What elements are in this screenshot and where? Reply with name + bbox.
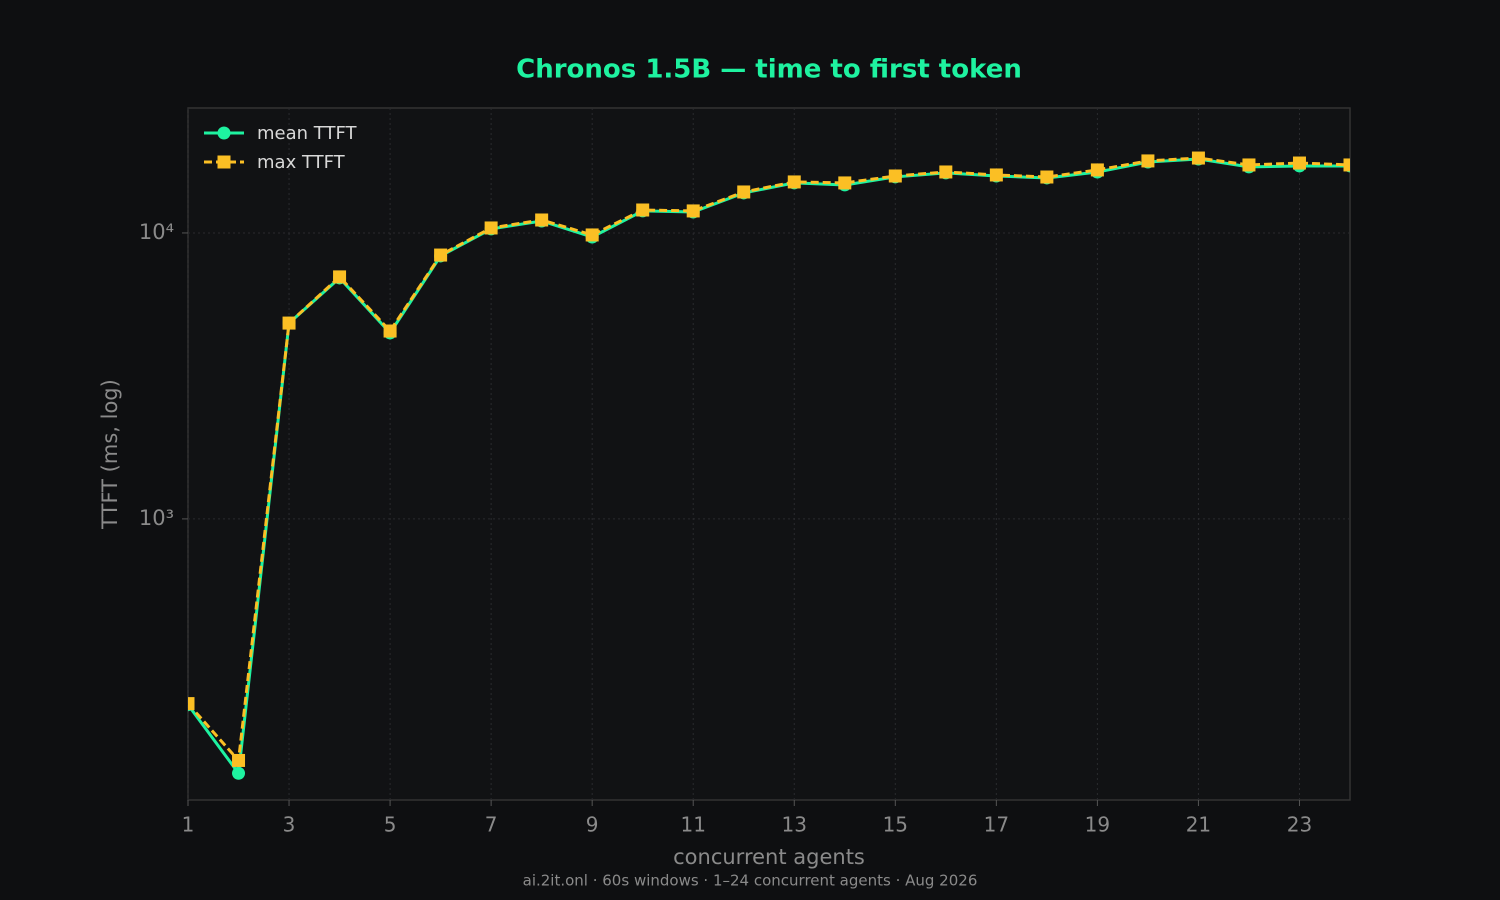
marker: [737, 185, 751, 199]
marker: [888, 169, 902, 183]
marker: [383, 324, 397, 338]
y-tick-label: 10⁴: [139, 220, 174, 244]
marker: [434, 248, 448, 262]
plot-layer: [188, 151, 1350, 780]
marker: [1292, 156, 1306, 170]
x-tick-label: 23: [1287, 813, 1312, 837]
marker: [333, 270, 347, 284]
marker: [232, 766, 246, 780]
x-tick-label: 15: [883, 813, 908, 837]
y-tick-label: 10³: [139, 506, 174, 530]
marker: [535, 213, 549, 227]
marker: [989, 168, 1003, 182]
caption: ai.2it.onl · 60s windows · 1–24 concurre…: [523, 872, 978, 890]
marker: [484, 221, 498, 235]
marker: [1141, 154, 1155, 168]
series-line: [188, 156, 1350, 764]
y-axis-label: TTFT (ms, log): [98, 379, 122, 530]
x-tick-label: 17: [984, 813, 1009, 837]
chart-title: Chronos 1.5B — time to first token: [516, 55, 1022, 85]
legend-marker: [217, 126, 231, 140]
x-tick-label: 5: [384, 813, 397, 837]
marker: [686, 204, 700, 218]
marker: [232, 753, 246, 767]
marker: [636, 203, 650, 217]
legend-marker: [217, 155, 231, 169]
marker: [1040, 170, 1054, 184]
x-tick-label: 1: [182, 813, 195, 837]
x-tick-label: 11: [680, 813, 705, 837]
marker: [188, 697, 195, 711]
legend-label: mean TTFT: [257, 123, 357, 144]
marker: [585, 228, 599, 242]
marker: [1343, 158, 1350, 172]
marker: [787, 175, 801, 189]
x-axis-label: concurrent agents: [673, 845, 865, 869]
x-tick-label: 19: [1085, 813, 1110, 837]
x-tick-label: 7: [485, 813, 498, 837]
x-tick-label: 3: [283, 813, 296, 837]
marker: [1191, 151, 1205, 165]
marker: [838, 176, 852, 190]
marker: [282, 316, 296, 330]
x-tick-label: 9: [586, 813, 599, 837]
marker: [1242, 158, 1256, 172]
x-tick-label: 13: [782, 813, 807, 837]
plot-area: [187, 107, 1351, 801]
marker: [939, 165, 953, 179]
x-tick-label: 21: [1186, 813, 1211, 837]
legend-label: max TTFT: [257, 152, 346, 173]
marker: [1090, 163, 1104, 177]
